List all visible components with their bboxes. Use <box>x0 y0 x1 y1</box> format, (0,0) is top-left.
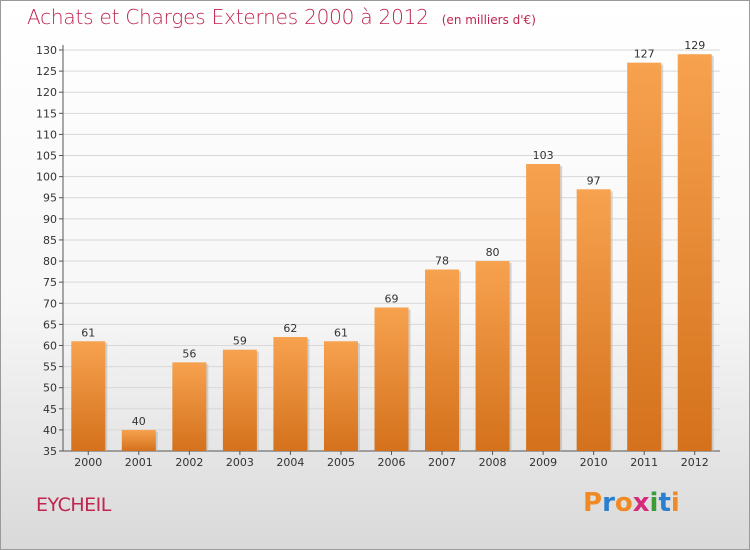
y-tick-label: 55 <box>43 361 57 374</box>
bar-2007 <box>425 269 460 451</box>
y-tick-label: 120 <box>36 86 57 99</box>
logo-letter: r <box>602 488 615 518</box>
x-tick-label: 2009 <box>529 456 557 469</box>
bar-2004 <box>273 337 308 451</box>
value-label: 97 <box>587 174 601 187</box>
x-tick-label: 2012 <box>681 456 709 469</box>
y-tick-label: 110 <box>36 128 57 141</box>
y-tick-label: 90 <box>43 213 57 226</box>
y-tick-label: 105 <box>36 150 57 163</box>
logo-letter: P <box>583 488 603 518</box>
bar-2002 <box>172 362 207 451</box>
x-tick-label: 2004 <box>276 456 304 469</box>
y-tick-label: 115 <box>36 107 57 120</box>
bar-2008 <box>475 261 510 451</box>
y-tick-label: 130 <box>36 44 57 57</box>
x-tick-label: 2006 <box>378 456 406 469</box>
value-label: 62 <box>283 322 297 335</box>
value-label: 80 <box>486 246 500 259</box>
proxiti-logo: Proxiti <box>583 488 680 518</box>
bar-2010 <box>576 189 611 451</box>
y-tick-label: 100 <box>36 171 57 184</box>
bar-2000 <box>71 341 106 451</box>
y-tick-label: 75 <box>43 276 57 289</box>
y-tick-label: 95 <box>43 192 57 205</box>
chart-subtitle: (en milliers d'€) <box>441 13 536 27</box>
value-label: 69 <box>385 292 399 305</box>
location-label: EYCHEIL <box>36 494 111 516</box>
bar-2011 <box>627 62 662 452</box>
x-tick-label: 2003 <box>226 456 254 469</box>
y-tick-label: 45 <box>43 403 57 416</box>
bars <box>71 54 714 452</box>
bar-2006 <box>374 307 409 451</box>
y-tick-label: 50 <box>43 382 57 395</box>
value-label: 103 <box>533 149 554 162</box>
x-tick-label: 2008 <box>479 456 507 469</box>
chart-title: Achats et Charges Externes 2000 à 2012 <box>27 5 429 29</box>
value-label: 129 <box>684 39 705 52</box>
y-tick-label: 70 <box>43 297 57 310</box>
x-tick-label: 2010 <box>580 456 608 469</box>
value-label: 61 <box>334 326 348 339</box>
bar-2012 <box>677 54 712 451</box>
y-tick-label: 80 <box>43 255 57 268</box>
x-tick-label: 2001 <box>125 456 153 469</box>
logo-letter: i <box>649 488 659 518</box>
value-label: 61 <box>81 326 95 339</box>
bar-2009 <box>526 163 561 451</box>
x-tick-label: 2005 <box>327 456 355 469</box>
logo-letter: i <box>670 488 680 518</box>
value-label: 127 <box>634 48 655 61</box>
logo-letter: t <box>658 488 671 518</box>
x-tick-label: 2011 <box>630 456 658 469</box>
y-tick-label: 40 <box>43 424 57 437</box>
x-tick-label: 2000 <box>74 456 102 469</box>
chart-title-row: Achats et Charges Externes 2000 à 2012 (… <box>27 5 536 29</box>
bar-2001 <box>121 429 156 451</box>
y-tick-label: 125 <box>36 65 57 78</box>
x-tick-label: 2002 <box>175 456 203 469</box>
y-tick-label: 85 <box>43 234 57 247</box>
logo-letter: x <box>632 488 650 518</box>
value-label: 40 <box>132 415 146 428</box>
y-tick-label: 35 <box>43 445 57 458</box>
value-label: 78 <box>435 254 449 267</box>
logo-letter: o <box>614 488 633 518</box>
x-tick-label: 2007 <box>428 456 456 469</box>
value-label: 56 <box>182 347 196 360</box>
y-tick-label: 65 <box>43 318 57 331</box>
bar-2005 <box>323 341 358 451</box>
y-tick-label: 60 <box>43 339 57 352</box>
labels: 35 40 45 50 55 60 65 70 75 80 85 90 95 100 105 110 115 12… <box>36 39 709 469</box>
bar-2003 <box>222 349 257 451</box>
value-label: 59 <box>233 335 247 348</box>
